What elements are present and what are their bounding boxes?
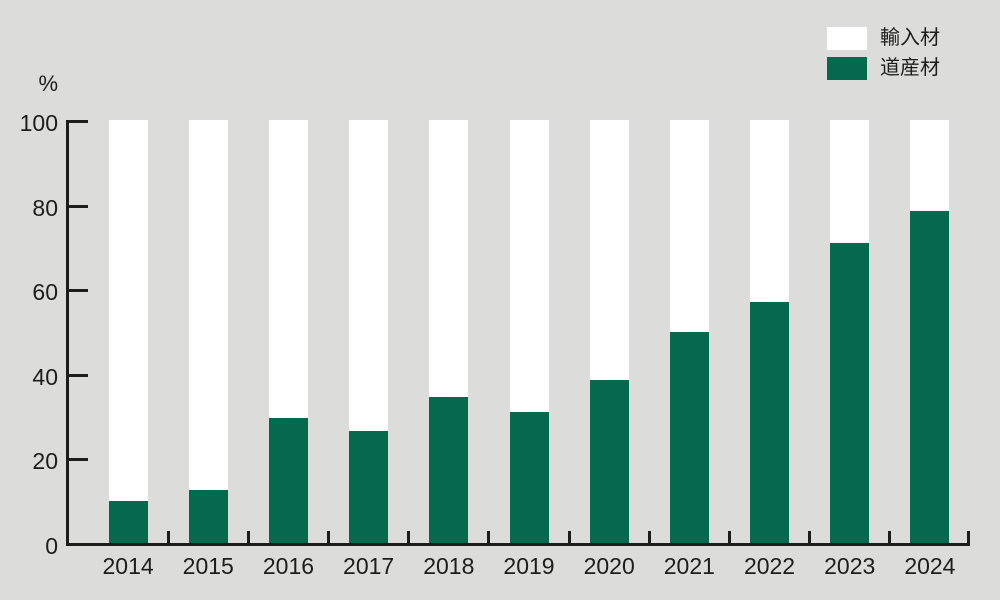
x-axis-label-2018: 2018 bbox=[423, 553, 475, 579]
x-axis-label-2021: 2021 bbox=[663, 553, 715, 579]
y-axis-unit-label: % bbox=[38, 71, 58, 96]
y-axis-tick-label: 20 bbox=[32, 448, 58, 475]
bar-imported-2021 bbox=[669, 120, 709, 332]
bar-domestic-2022 bbox=[750, 301, 790, 543]
x-axis-tick bbox=[327, 531, 331, 543]
imported-color-swatch bbox=[827, 27, 867, 50]
bar-domestic-2019 bbox=[509, 411, 549, 543]
legend-label-domestic: 道産材 bbox=[880, 57, 940, 79]
bar-domestic-2017 bbox=[349, 430, 389, 543]
x-axis-label-2014: 2014 bbox=[102, 553, 154, 579]
x-axis-tick bbox=[808, 531, 812, 543]
x-axis-label-2016: 2016 bbox=[262, 553, 315, 579]
y-axis-tick-label: 100 bbox=[19, 110, 58, 136]
y-axis-tick-label: 60 bbox=[32, 279, 58, 306]
x-axis-label-2023: 2023 bbox=[824, 553, 876, 579]
bar-imported-2014 bbox=[108, 120, 148, 501]
bar-imported-2024 bbox=[910, 120, 950, 211]
legend-item-domestic: 道産材 bbox=[827, 57, 940, 80]
bar-imported-2018 bbox=[429, 120, 469, 398]
bar-imported-2017 bbox=[349, 120, 389, 431]
x-axis-tick bbox=[567, 531, 571, 543]
bar-imported-2023 bbox=[830, 120, 870, 243]
bar-imported-2016 bbox=[268, 120, 308, 419]
y-axis-tick bbox=[66, 120, 88, 123]
bar-imported-2019 bbox=[509, 120, 549, 412]
y-axis-line bbox=[66, 120, 69, 546]
x-axis-tick bbox=[647, 531, 651, 543]
x-axis-tick bbox=[166, 531, 170, 543]
bar-domestic-2024 bbox=[910, 210, 950, 543]
y-axis-tick bbox=[66, 204, 88, 208]
x-axis-tick bbox=[407, 531, 411, 543]
x-axis-label-2024: 2024 bbox=[904, 553, 956, 579]
y-axis-tick bbox=[66, 373, 88, 377]
y-axis-tick-label: 0 bbox=[45, 533, 58, 559]
x-axis-tick bbox=[727, 531, 731, 543]
bar-domestic-2015 bbox=[188, 490, 228, 543]
y-axis-tick-label: 80 bbox=[32, 194, 58, 221]
bar-imported-2022 bbox=[750, 120, 790, 302]
x-axis-label-2019: 2019 bbox=[503, 553, 555, 579]
legend-label-imported: 輸入材 bbox=[880, 27, 940, 49]
y-axis-tick bbox=[66, 458, 88, 462]
bar-domestic-2021 bbox=[669, 331, 709, 543]
bar-domestic-2018 bbox=[429, 397, 469, 543]
y-axis-tick bbox=[66, 289, 88, 293]
domestic-color-swatch bbox=[827, 57, 867, 80]
legend-item-imported: 輸入材 bbox=[827, 27, 940, 50]
x-axis-label-2022: 2022 bbox=[743, 553, 796, 579]
x-axis-label-2020: 2020 bbox=[583, 553, 635, 579]
x-axis-label-2017: 2017 bbox=[343, 553, 395, 579]
x-axis-line bbox=[66, 543, 970, 546]
x-axis-end-tick bbox=[967, 531, 970, 543]
x-axis-tick bbox=[487, 531, 491, 543]
legend: 輸入材 道産材 bbox=[827, 27, 940, 87]
bar-domestic-2023 bbox=[830, 242, 870, 543]
bar-imported-2020 bbox=[589, 120, 629, 381]
x-axis-tick bbox=[246, 531, 250, 543]
bar-imported-2015 bbox=[188, 120, 228, 491]
x-axis-label-2015: 2015 bbox=[182, 553, 234, 579]
bar-domestic-2014 bbox=[108, 500, 148, 543]
y-axis-tick-label: 40 bbox=[32, 363, 58, 390]
x-axis-tick bbox=[888, 531, 892, 543]
bar-domestic-2020 bbox=[589, 380, 629, 543]
bar-domestic-2016 bbox=[268, 418, 308, 543]
